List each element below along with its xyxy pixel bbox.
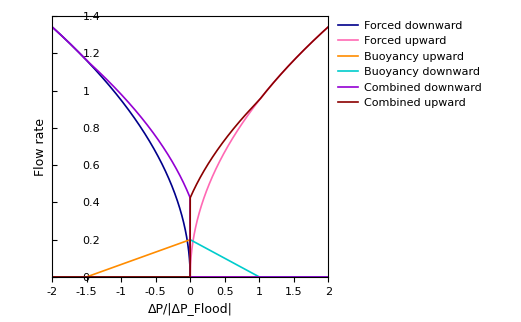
Line: Buoyancy downward: Buoyancy downward [52,240,328,277]
Forced upward [183,275,190,279]
Forced upward [63,275,69,279]
Y-axis label: Flow rate: Flow rate [33,118,46,175]
X-axis label: ΔP/|ΔP_Flood|: ΔP/|ΔP_Flood| [148,302,232,315]
Legend: Forced downward, Forced upward, Buoyancy upward, Buoyancy downward, Combined dow: Forced downward, Forced upward, Buoyancy… [334,16,486,113]
Combined downward [267,275,273,279]
Buoyancy downward [63,275,69,279]
Buoyancy downward [183,275,190,279]
Line: Combined upward: Combined upward [52,27,328,277]
Buoyancy downward [325,275,331,279]
Combined downward [317,275,324,279]
Combined downward [49,25,55,29]
Line: Buoyancy upward: Buoyancy upward [52,240,328,277]
Buoyancy upward [267,275,273,279]
Forced downward [267,275,273,279]
Forced downward [63,38,69,42]
Forced downward [183,233,190,237]
Forced downward [325,275,331,279]
Forced downward [187,275,193,279]
Line: Combined downward: Combined downward [52,27,328,277]
Combined upward [317,32,324,36]
Forced downward [317,275,324,279]
Combined upward [176,275,182,279]
Buoyancy downward [49,275,55,279]
Combined downward [183,187,190,191]
Buoyancy downward [317,275,324,279]
Combined upward [49,275,55,279]
Line: Forced upward: Forced upward [52,27,328,277]
Forced downward [317,275,324,279]
Combined downward [317,275,324,279]
Forced upward [317,32,324,36]
Forced upward [176,275,182,279]
Combined downward [63,38,69,42]
Buoyancy upward [325,275,331,279]
Buoyancy upward [63,275,69,279]
Forced downward [49,25,55,29]
Combined upward [325,25,331,29]
Forced upward [49,275,55,279]
Buoyancy downward [187,238,193,242]
Buoyancy upward [187,238,193,242]
Forced upward [266,85,272,89]
Forced downward [176,204,182,208]
Forced upward [325,25,331,29]
Buoyancy downward [317,275,324,279]
Buoyancy upward [49,275,55,279]
Line: Forced downward: Forced downward [52,27,328,277]
Buoyancy downward [267,275,273,279]
Buoyancy upward [183,239,190,243]
Combined upward [266,85,272,89]
Combined downward [187,275,193,279]
Combined upward [317,33,323,36]
Buoyancy downward [176,275,182,279]
Combined downward [325,275,331,279]
Buoyancy upward [317,275,324,279]
Combined upward [183,275,190,279]
Buoyancy upward [176,242,182,246]
Forced upward [317,33,323,36]
Combined downward [176,172,182,176]
Buoyancy upward [317,275,324,279]
Combined upward [63,275,69,279]
